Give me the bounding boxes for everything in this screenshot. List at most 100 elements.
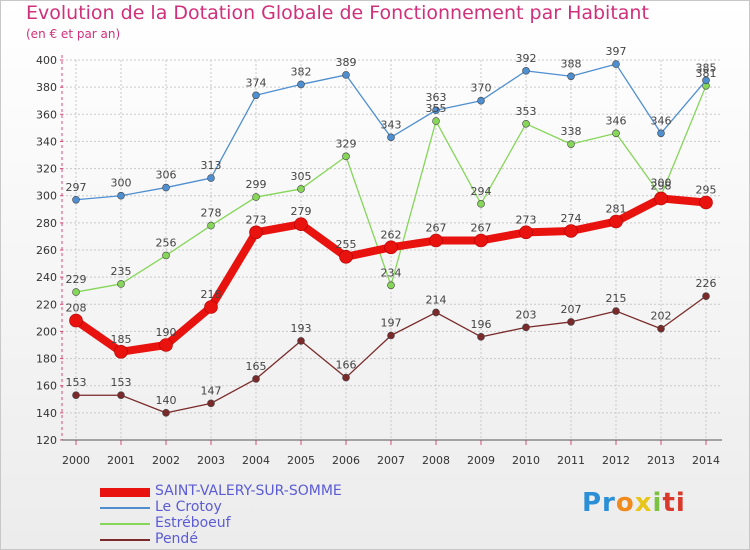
data-point-1-2002	[162, 183, 170, 192]
data-label-0-2002: 190	[156, 326, 177, 339]
data-point-0-2007	[384, 240, 398, 255]
data-label-2-2014: 381	[696, 67, 717, 80]
data-label-2-2003: 278	[201, 207, 222, 220]
x-tick-label-2012: 2012	[602, 454, 630, 467]
y-tick-label-340: 340	[36, 135, 57, 148]
data-label-3-2000: 153	[66, 376, 87, 389]
data-label-0-2011: 274	[561, 212, 582, 225]
y-tick-label-400: 400	[36, 54, 57, 67]
data-point-0-2013	[654, 191, 668, 206]
y-tick-label-140: 140	[36, 407, 57, 420]
data-point-1-2009	[477, 96, 485, 105]
y-tick-label-280: 280	[36, 217, 57, 230]
data-label-0-2000: 208	[66, 302, 87, 315]
x-tick-label-2006: 2006	[332, 454, 360, 467]
x-tick-label-2002: 2002	[152, 454, 180, 467]
data-point-3-2012	[612, 307, 620, 315]
data-label-1-2012: 397	[606, 45, 627, 58]
data-label-3-2010: 203	[516, 308, 537, 321]
legend-label-saint-valery: SAINT-VALERY-SUR-SOMME	[155, 483, 342, 499]
data-point-1-2000	[72, 195, 80, 204]
x-tick-label-2001: 2001	[107, 454, 135, 467]
y-tick-label-260: 260	[36, 244, 57, 257]
data-point-1-2005	[297, 80, 305, 89]
data-point-1-2010	[522, 67, 530, 75]
data-point-0-2008	[429, 233, 443, 248]
chart-subtitle: (en € et par an)	[26, 27, 121, 41]
x-tick-label-2004: 2004	[242, 454, 270, 467]
data-point-0-2012	[609, 214, 623, 229]
data-label-1-2007: 343	[381, 118, 402, 131]
data-label-0-2003: 218	[201, 288, 222, 301]
data-point-3-2000	[72, 391, 80, 400]
data-point-2-2006	[342, 152, 350, 161]
data-point-1-2003	[207, 174, 215, 182]
data-point-2-2000	[72, 288, 80, 296]
data-point-0-2011	[564, 224, 578, 238]
y-tick-label-180: 180	[36, 353, 57, 366]
data-label-1-2010: 392	[516, 52, 537, 65]
data-label-1-2006: 389	[336, 56, 357, 69]
data-label-3-2009: 196	[471, 318, 492, 331]
axes: 120 140 160 180 200 220 240 260 280 300 320 340 360 3…	[36, 54, 722, 467]
data-point-0-2002	[159, 338, 173, 352]
data-label-1-2013: 346	[651, 114, 672, 127]
data-point-3-2004	[252, 375, 260, 383]
data-point-3-2007	[387, 331, 395, 340]
data-point-2-2001	[117, 280, 125, 288]
data-label-1-2011: 388	[561, 57, 582, 70]
y-tick-label-360: 360	[36, 108, 57, 121]
data-label-2-2007: 234	[381, 266, 402, 279]
line-chart: 120 140 160 180 200 220 240 260 280 300 320 340 360 3…	[36, 45, 722, 467]
series-lines	[69, 60, 713, 417]
data-point-1-2013	[657, 129, 665, 138]
x-tick-label-2000: 2000	[62, 454, 90, 467]
data-label-1-2002: 306	[156, 169, 177, 182]
legend-swatch-saint-valery	[100, 488, 150, 497]
legend-swatch-estreboeuf	[100, 523, 150, 525]
data-label-3-2002: 140	[156, 394, 177, 407]
data-label-3-2005: 193	[291, 322, 312, 335]
data-point-2-2007	[387, 281, 395, 290]
data-point-3-2014	[702, 292, 710, 300]
data-point-3-2010	[522, 323, 530, 332]
data-label-1-2014: 385	[696, 61, 717, 74]
data-point-3-2008	[432, 308, 440, 317]
data-point-1-2012	[612, 60, 620, 68]
data-label-0-2014: 295	[696, 184, 717, 197]
data-point-1-2006	[342, 71, 350, 79]
x-tick-label-2013: 2013	[647, 454, 675, 467]
data-point-3-2009	[477, 333, 485, 341]
x-tick-label-2003: 2003	[197, 454, 225, 467]
data-label-1-2008: 363	[426, 91, 447, 104]
data-point-1-2004	[252, 91, 260, 100]
y-tick-label-320: 320	[36, 163, 57, 176]
data-label-0-2004: 273	[246, 213, 267, 226]
data-label-2-2011: 338	[561, 125, 582, 138]
data-label-3-2012: 215	[606, 292, 627, 305]
data-point-0-2003	[204, 300, 218, 314]
x-tick-label-2010: 2010	[512, 454, 540, 467]
legend-swatch-pende	[100, 539, 150, 541]
data-point-0-2005	[294, 217, 308, 232]
data-label-2-2010: 353	[516, 105, 537, 118]
x-tick-label-2011: 2011	[557, 454, 585, 467]
data-point-1-2014	[702, 76, 710, 85]
data-label-2-2002: 256	[156, 236, 177, 249]
data-label-1-2004: 374	[246, 76, 267, 89]
data-label-1-2005: 382	[291, 65, 312, 78]
y-tick-label-120: 120	[36, 434, 57, 447]
data-point-0-2000	[69, 313, 83, 328]
data-label-3-2004: 165	[246, 360, 267, 373]
data-label-0-2012: 281	[606, 203, 627, 216]
y-tick-label-160: 160	[36, 380, 57, 393]
data-point-1-2007	[387, 133, 395, 142]
data-label-1-2001: 300	[111, 177, 132, 190]
data-label-3-2007: 197	[381, 317, 402, 330]
y-tick-label-300: 300	[36, 190, 57, 203]
data-label-2-2000: 229	[66, 273, 87, 286]
data-point-0-2001	[114, 344, 128, 359]
data-label-2-2009: 294	[471, 185, 492, 198]
y-tick-label-240: 240	[36, 271, 57, 284]
